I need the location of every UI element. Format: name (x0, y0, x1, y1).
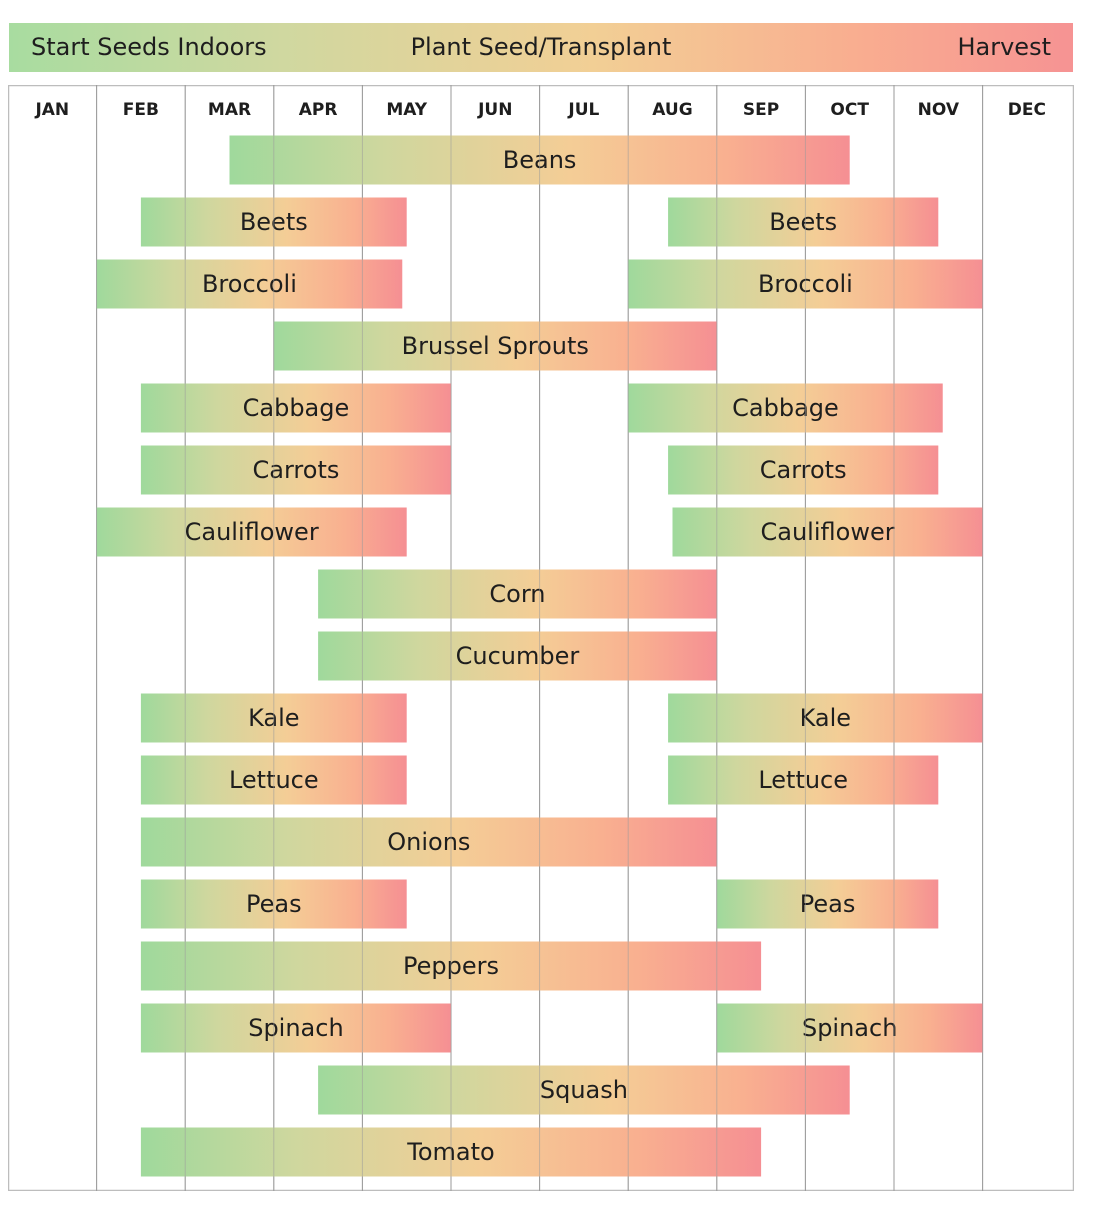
bar-beets-2 (668, 197, 939, 247)
bar-label-spinach-1: Spinach (248, 1014, 343, 1042)
bar-label-broccoli-1: Broccoli (202, 270, 297, 298)
bar-label-cucumber-1: Cucumber (456, 642, 580, 670)
bar-corn-1 (318, 569, 717, 619)
bar-cabbage-1 (140, 383, 451, 433)
bar-label-beets-2: Beets (769, 208, 837, 236)
bar-label-cabbage-2: Cabbage (732, 394, 839, 422)
bar-carrots-2 (668, 445, 939, 495)
bar-squash-1 (318, 1065, 850, 1115)
month-label-mar: MAR (208, 100, 251, 120)
bar-label-spinach-2: Spinach (802, 1014, 897, 1042)
legend-gradient-bar: Start Seeds Indoors Plant Seed/Transplan… (9, 23, 1073, 72)
month-label-aug: AUG (652, 100, 692, 120)
bar-label-onions-1: Onions (387, 828, 470, 856)
bar-label-lettuce-2: Lettuce (758, 766, 848, 794)
planting-calendar-chart: JAN FEB MAR APR MAY JUN JUL AUG SEP OCT NOV DEC Bea… (8, 85, 1074, 1191)
month-label-dec: DEC (1008, 100, 1046, 120)
bar-label-squash-1: Squash (540, 1076, 628, 1104)
bar-kale-2 (668, 693, 983, 743)
month-label-jan: JAN (34, 100, 69, 120)
bar-label-cauliflower-2: Cauliflower (761, 518, 895, 546)
month-label-may: MAY (386, 100, 427, 120)
bar-brussel-sprouts-1 (273, 321, 717, 371)
bar-cauliflower-2 (672, 507, 983, 557)
bar-onions-1 (140, 817, 717, 867)
bar-label-peas-2: Peas (800, 890, 856, 918)
bar-label-corn-1: Corn (489, 580, 545, 608)
month-header-row: JAN FEB MAR APR MAY JUN JUL AUG SEP OCT NOV DEC (34, 100, 1046, 120)
bar-spinach-1 (140, 1003, 451, 1053)
month-label-apr: APR (299, 100, 338, 120)
bar-label-cauliflower-1: Cauliflower (185, 518, 319, 546)
legend-harvest-label: Harvest (957, 33, 1051, 61)
month-label-jun: JUN (477, 100, 512, 120)
bar-spinach-2 (716, 1003, 983, 1053)
bar-label-brussel-sprouts-1: Brussel Sprouts (402, 332, 589, 360)
month-label-oct: OCT (830, 100, 869, 120)
bar-carrots-1 (140, 445, 451, 495)
bar-cucumber-1 (318, 631, 717, 681)
bar-broccoli-1 (96, 259, 403, 309)
bar-label-carrots-1: Carrots (253, 456, 340, 484)
bar-label-carrots-2: Carrots (760, 456, 847, 484)
month-grid-lines-overlay (96, 85, 984, 1191)
bar-cauliflower-1 (96, 507, 407, 557)
month-label-feb: FEB (123, 100, 159, 120)
month-label-sep: SEP (743, 100, 779, 120)
legend-plant-label: Plant Seed/Transplant (410, 33, 672, 61)
bar-lettuce-2 (668, 755, 939, 805)
month-label-nov: NOV (918, 100, 960, 120)
bar-cabbage-2 (628, 383, 943, 433)
bar-label-kale-2: Kale (800, 704, 851, 732)
bar-peas-2 (716, 879, 939, 929)
bar-label-cabbage-1: Cabbage (243, 394, 350, 422)
month-label-jul: JUL (567, 100, 599, 120)
legend-start-seeds-label: Start Seeds Indoors (31, 33, 267, 61)
